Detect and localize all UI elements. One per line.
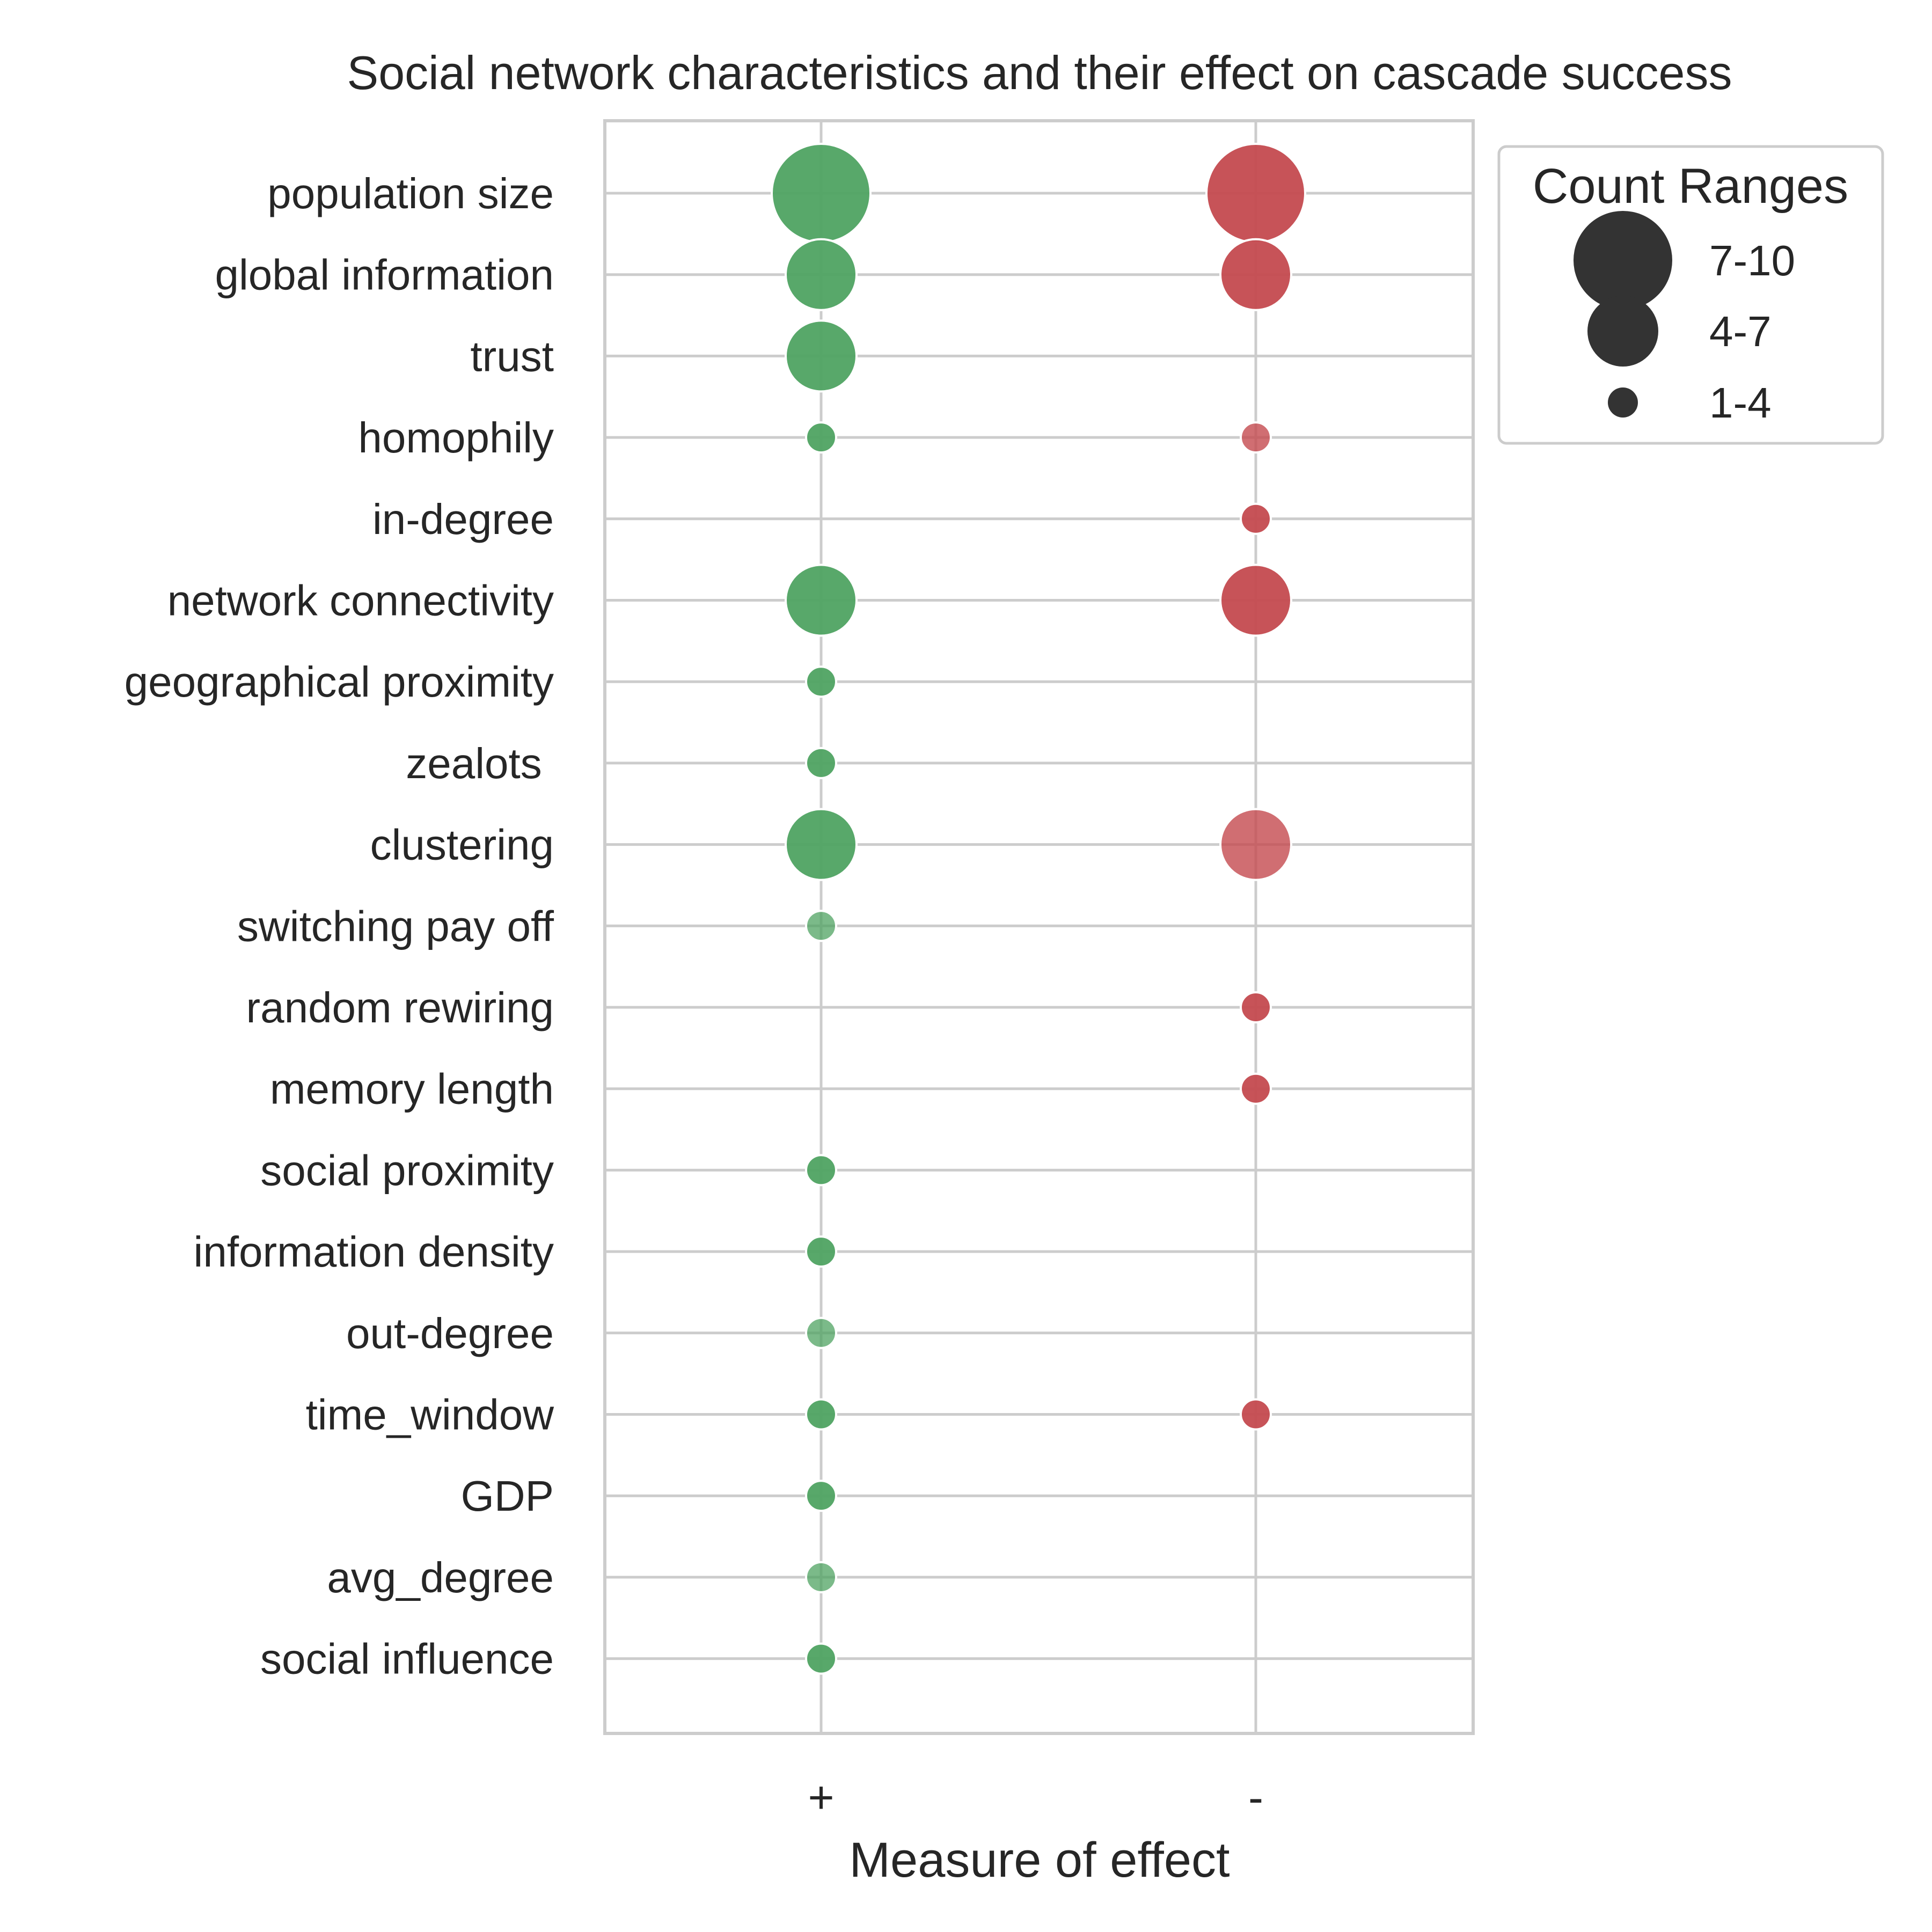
y-tick-label: global information — [215, 251, 554, 299]
y-tick-label: avg_degree — [327, 1554, 554, 1601]
y-tick-label: social proximity — [260, 1146, 554, 1194]
x-tick-labels: + - — [808, 1772, 1263, 1823]
y-tick-label: trust — [470, 332, 554, 380]
y-tick-label: zealots — [406, 740, 554, 787]
data-point — [1240, 421, 1272, 454]
y-tick-label: clustering — [370, 821, 554, 869]
legend-label: 7-10 — [1709, 237, 1795, 284]
data-point — [805, 665, 837, 698]
data-point — [771, 143, 872, 244]
data-point — [1240, 991, 1272, 1023]
data-point — [805, 1398, 837, 1431]
data-points — [771, 143, 1306, 1675]
data-point — [1219, 808, 1292, 881]
data-point — [785, 564, 858, 637]
chart-title: Social network characteristics and their… — [347, 46, 1732, 99]
data-point — [1240, 1072, 1272, 1105]
data-point — [785, 319, 858, 393]
y-tick-label: random rewiring — [246, 984, 554, 1031]
data-point — [805, 747, 837, 779]
data-point — [785, 808, 858, 881]
y-tick-labels: population size global information trust ho… — [125, 170, 554, 1683]
y-tick-label: switching pay off — [237, 902, 554, 950]
y-tick-label: network connectivity — [167, 577, 554, 625]
data-point — [1240, 502, 1272, 535]
grid — [605, 121, 1473, 1733]
data-point — [805, 421, 837, 454]
legend-marker — [1587, 296, 1658, 367]
legend-label: 4-7 — [1709, 308, 1772, 355]
x-tick-label: + — [808, 1772, 834, 1823]
y-tick-label: GDP — [461, 1472, 554, 1520]
legend-marker — [1608, 387, 1638, 418]
data-point — [805, 1316, 837, 1349]
data-point — [805, 1235, 837, 1268]
data-point — [805, 910, 837, 942]
y-tick-label: in-degree — [372, 495, 554, 543]
data-point — [805, 1480, 837, 1512]
legend-label: 1-4 — [1709, 379, 1772, 427]
y-tick-label: social influence — [260, 1635, 554, 1683]
x-tick-label: - — [1248, 1772, 1263, 1823]
y-tick-label: geographical proximity — [125, 658, 554, 706]
y-tick-label: out-degree — [346, 1309, 554, 1357]
data-point — [1205, 143, 1306, 244]
data-point — [805, 1154, 837, 1187]
data-point — [805, 1642, 837, 1675]
y-tick-label: homophily — [358, 414, 554, 462]
y-tick-label: information density — [194, 1228, 554, 1276]
y-tick-label: population size — [267, 170, 554, 217]
y-tick-label: time_window — [306, 1391, 554, 1439]
legend-marker — [1574, 211, 1672, 310]
data-point — [785, 238, 858, 311]
data-point — [1219, 238, 1292, 311]
plot-frame — [603, 119, 1475, 1735]
data-point — [1219, 564, 1292, 637]
x-axis-label: Measure of effect — [849, 1833, 1230, 1887]
y-tick-label: memory length — [270, 1065, 554, 1113]
data-point — [805, 1561, 837, 1593]
legend: Count Ranges 7-10 4-7 1-4 — [1497, 145, 1884, 445]
legend-title: Count Ranges — [1533, 159, 1848, 214]
data-point — [1240, 1398, 1272, 1431]
